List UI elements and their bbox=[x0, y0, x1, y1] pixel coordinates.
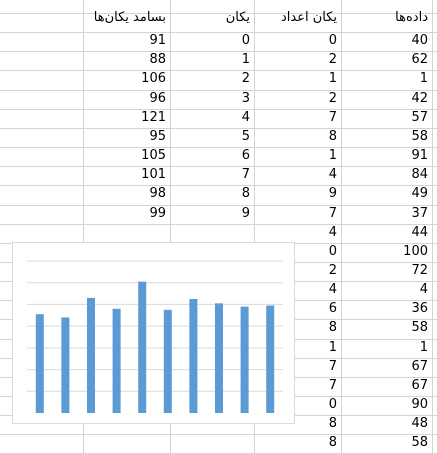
cell-digit-count[interactable]: 2 bbox=[328, 52, 337, 67]
cell-digit[interactable]: 7 bbox=[241, 167, 250, 182]
cell-digit-frequency[interactable]: 95 bbox=[149, 129, 166, 144]
cell-data[interactable]: 67 bbox=[411, 359, 428, 374]
cell-data[interactable]: 62 bbox=[411, 52, 428, 67]
cell-digit[interactable]: 4 bbox=[241, 110, 250, 125]
row-gridline bbox=[0, 128, 437, 129]
row-gridline bbox=[0, 185, 437, 186]
cell-digit-frequency[interactable]: 91 bbox=[149, 33, 166, 48]
chart-bar-4[interactable] bbox=[138, 281, 147, 413]
chart-bar-8[interactable] bbox=[240, 306, 249, 413]
cell-data[interactable]: 58 bbox=[411, 435, 428, 450]
cell-data[interactable]: 91 bbox=[411, 148, 428, 163]
cell-digit-frequency[interactable]: 88 bbox=[149, 52, 166, 67]
cell-digit-count[interactable]: 8 bbox=[328, 129, 337, 144]
cell-digit-count[interactable]: 1 bbox=[328, 71, 337, 86]
row-gridline bbox=[0, 90, 437, 91]
cell-digit-frequency[interactable]: 96 bbox=[149, 91, 166, 106]
cell-data[interactable]: 48 bbox=[411, 416, 428, 431]
cell-digit-count[interactable]: 2 bbox=[328, 263, 337, 278]
cell-data[interactable]: 57 bbox=[411, 110, 428, 125]
column-gridline bbox=[254, 0, 255, 454]
cell-data[interactable]: 100 bbox=[403, 244, 428, 259]
cell-digit-count[interactable]: 6 bbox=[328, 301, 337, 316]
cell-data[interactable]: 40 bbox=[411, 33, 428, 48]
cell-digit[interactable]: 2 bbox=[241, 71, 250, 86]
cell-digit-frequency[interactable]: 101 bbox=[141, 167, 166, 182]
cell-digit-count[interactable]: 0 bbox=[328, 33, 337, 48]
header-digit[interactable]: یکان bbox=[225, 10, 250, 25]
cell-data[interactable]: 90 bbox=[411, 397, 428, 412]
cell-digit-count[interactable]: 1 bbox=[328, 340, 337, 355]
cell-digit-count[interactable]: 2 bbox=[328, 91, 337, 106]
cell-digit[interactable]: 5 bbox=[241, 129, 250, 144]
cell-digit-count[interactable]: 7 bbox=[328, 359, 337, 374]
cell-digit-count[interactable]: 0 bbox=[328, 244, 337, 259]
chart-bar-6[interactable] bbox=[189, 299, 198, 413]
cell-digit-frequency[interactable]: 106 bbox=[141, 71, 166, 86]
row-gridline bbox=[0, 205, 437, 206]
chart-bar-7[interactable] bbox=[215, 303, 223, 413]
cell-digit-count[interactable]: 4 bbox=[328, 282, 337, 297]
cell-data[interactable]: 4 bbox=[419, 282, 428, 297]
cell-digit[interactable]: 3 bbox=[241, 91, 250, 106]
cell-digit-frequency[interactable]: 98 bbox=[149, 186, 166, 201]
cell-digit[interactable]: 9 bbox=[241, 206, 250, 221]
cell-data[interactable]: 58 bbox=[411, 129, 428, 144]
cell-digit[interactable]: 0 bbox=[241, 33, 250, 48]
cell-digit-count[interactable]: 7 bbox=[328, 206, 337, 221]
cell-data[interactable]: 58 bbox=[411, 320, 428, 335]
cell-digit-frequency[interactable]: 99 bbox=[149, 206, 166, 221]
cell-digit-frequency[interactable]: 105 bbox=[141, 148, 166, 163]
cell-data[interactable]: 49 bbox=[411, 186, 428, 201]
column-gridline bbox=[341, 0, 342, 454]
cell-data[interactable]: 1 bbox=[419, 340, 428, 355]
cell-digit-count[interactable]: 8 bbox=[328, 435, 337, 450]
chart-bar-3[interactable] bbox=[112, 308, 121, 413]
chart-bar-5[interactable] bbox=[163, 309, 172, 413]
cell-digit-frequency[interactable]: 121 bbox=[141, 110, 166, 125]
row-gridline bbox=[0, 224, 437, 225]
row-gridline bbox=[0, 13, 437, 14]
row-gridline bbox=[0, 32, 437, 33]
cell-digit-count[interactable]: 7 bbox=[328, 378, 337, 393]
cell-digit[interactable]: 1 bbox=[241, 52, 250, 67]
cell-digit-count[interactable]: 7 bbox=[328, 110, 337, 125]
row-gridline bbox=[0, 70, 437, 71]
cell-digit-count[interactable]: 1 bbox=[328, 148, 337, 163]
cell-digit-count[interactable]: 8 bbox=[328, 416, 337, 431]
header-digit-count[interactable]: یکان اعداد bbox=[280, 10, 337, 25]
chart-canvas bbox=[27, 260, 283, 413]
cell-data[interactable]: 84 bbox=[411, 167, 428, 182]
cell-digit-count[interactable]: 4 bbox=[328, 225, 337, 240]
chart-bar-9[interactable] bbox=[266, 305, 275, 413]
chart-bar-2[interactable] bbox=[87, 297, 95, 413]
row-gridline bbox=[0, 109, 437, 110]
chart-bar-0[interactable] bbox=[35, 314, 44, 413]
cell-digit[interactable]: 6 bbox=[241, 148, 250, 163]
row-gridline bbox=[0, 147, 437, 148]
cell-data[interactable]: 67 bbox=[411, 378, 428, 393]
chart-bar-1[interactable] bbox=[61, 317, 70, 413]
cell-digit[interactable]: 8 bbox=[241, 186, 250, 201]
cell-digit-count[interactable]: 9 bbox=[328, 186, 337, 201]
cell-data[interactable]: 1 bbox=[419, 71, 428, 86]
row-gridline bbox=[0, 434, 437, 435]
row-gridline bbox=[0, 166, 437, 167]
column-gridline bbox=[83, 0, 84, 454]
cell-data[interactable]: 42 bbox=[411, 91, 428, 106]
column-gridline bbox=[170, 0, 171, 454]
cell-data[interactable]: 37 bbox=[411, 206, 428, 221]
column-gridline bbox=[432, 0, 433, 454]
cell-data[interactable]: 36 bbox=[411, 301, 428, 316]
cell-digit-count[interactable]: 8 bbox=[328, 320, 337, 335]
header-digit-frequency[interactable]: بسامد یکان‌ها bbox=[93, 10, 166, 25]
digit-frequency-chart[interactable] bbox=[12, 242, 295, 424]
cell-digit-count[interactable]: 4 bbox=[328, 167, 337, 182]
cell-digit-count[interactable]: 0 bbox=[328, 397, 337, 412]
row-gridline bbox=[0, 51, 437, 52]
cell-data[interactable]: 72 bbox=[411, 263, 428, 278]
header-data[interactable]: داده‌ها bbox=[395, 10, 428, 25]
cell-data[interactable]: 44 bbox=[411, 225, 428, 240]
